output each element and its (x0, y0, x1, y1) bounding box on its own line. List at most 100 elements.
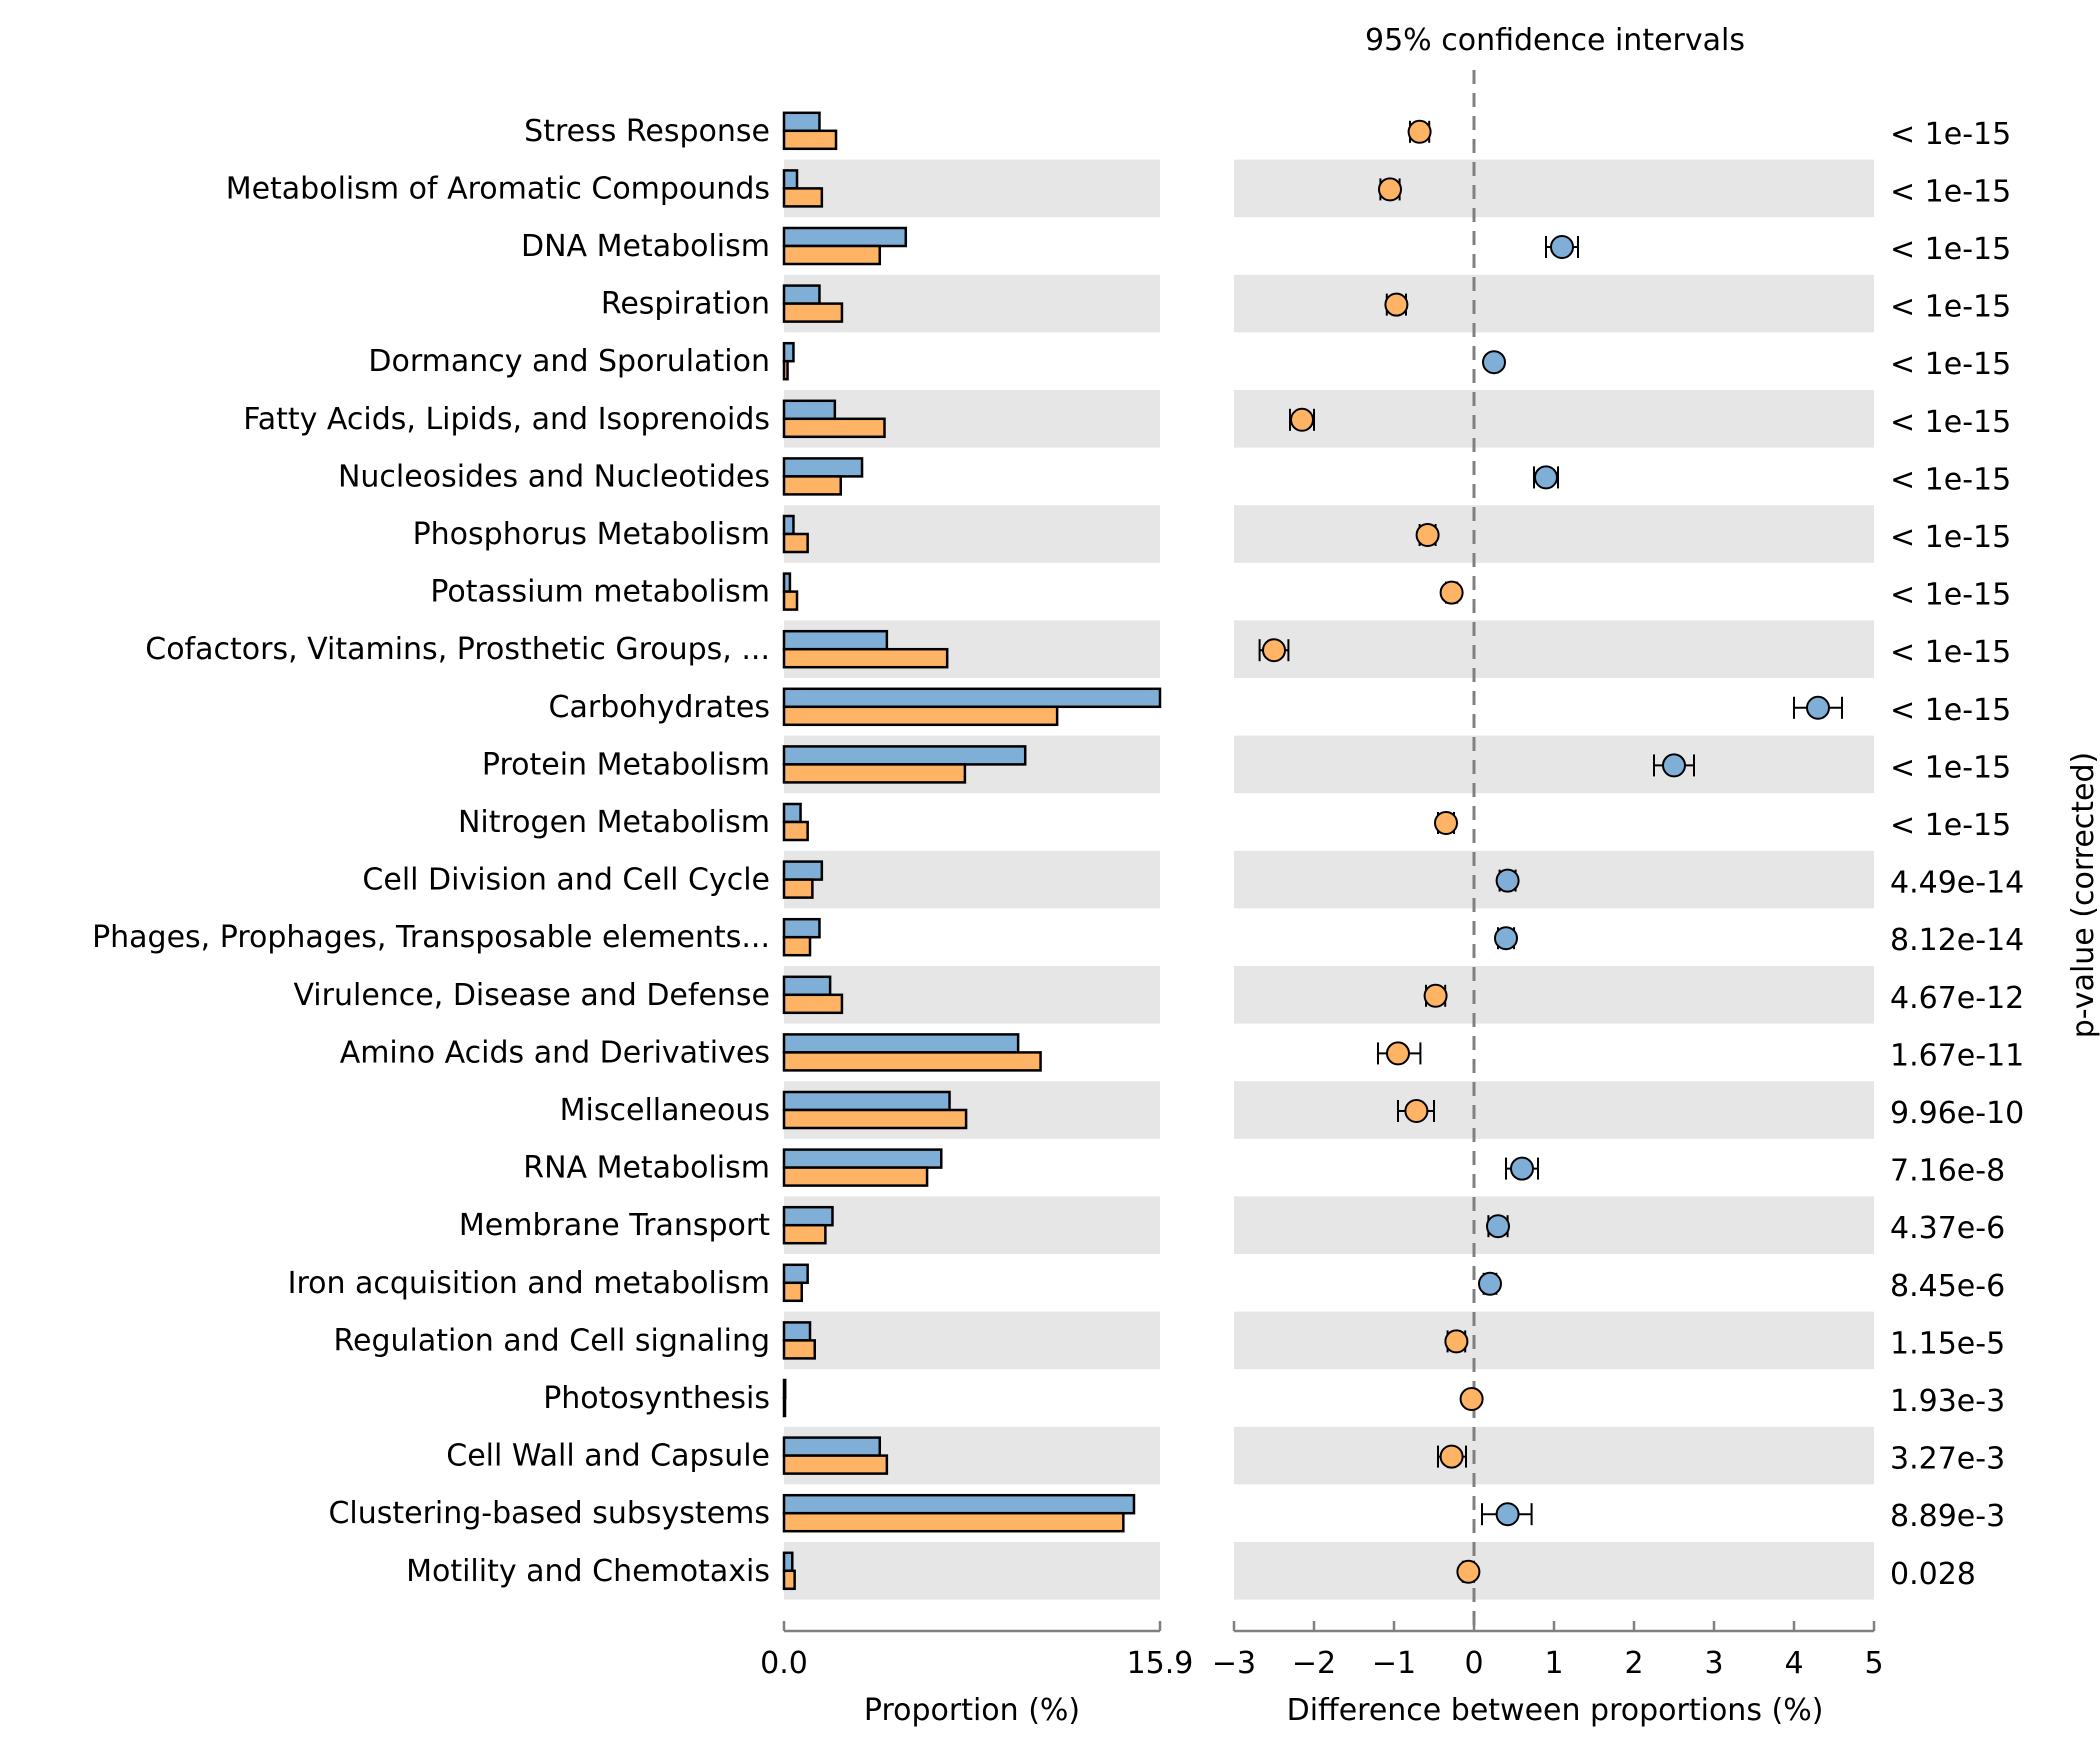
bar-series-2 (782, 1166, 929, 1187)
bar-series-1 (782, 1033, 1020, 1054)
p-value: < 1e-15 (1890, 462, 2011, 497)
category-label: Metabolism of Aromatic Compounds (226, 171, 770, 206)
bar-series-2 (782, 1339, 816, 1360)
left-row-shade (784, 159, 1160, 218)
difference-point (1407, 119, 1432, 144)
category-label: Protein Metabolism (482, 747, 770, 782)
difference-point (1444, 1329, 1469, 1354)
category-label: Virulence, Disease and Defense (293, 978, 770, 1013)
p-value: 4.67e-12 (1890, 981, 2024, 1016)
bar-series-1 (782, 1205, 834, 1227)
bar-series-1 (782, 1148, 943, 1169)
left-row-shade (784, 966, 1160, 1024)
p-value: < 1e-15 (1890, 405, 2011, 440)
difference-tick-label: −2 (1292, 1646, 1336, 1681)
bar-series-2 (782, 302, 844, 323)
bar-series-1 (782, 111, 821, 133)
proportion-axis-label: Proportion (%) (864, 1693, 1080, 1728)
right-row-shade (1234, 735, 1874, 794)
category-label: Iron acquisition and metabolism (288, 1266, 770, 1301)
category-label: Nitrogen Metabolism (458, 805, 770, 840)
bar-series-2 (782, 878, 814, 899)
right-row-shade (1234, 159, 1874, 218)
p-value: 8.89e-3 (1890, 1499, 2005, 1534)
difference-point (1404, 1099, 1429, 1123)
difference-point (1384, 292, 1409, 317)
bar-series-2 (782, 705, 1059, 727)
proportion-axis: 0.0 15.9 (760, 1621, 1193, 1681)
p-value: < 1e-15 (1890, 635, 2011, 670)
bar-series-2 (782, 1569, 796, 1591)
p-value: 9.96e-10 (1890, 1096, 2024, 1131)
p-value: < 1e-15 (1890, 750, 2011, 785)
difference-point (1494, 926, 1518, 951)
proportion-tick-label: 15.9 (1127, 1646, 1194, 1681)
category-label: RNA Metabolism (523, 1151, 770, 1186)
bar-series-2 (782, 359, 789, 381)
p-value: 4.37e-6 (1890, 1211, 2005, 1246)
category-label: Dormancy and Sporulation (368, 344, 770, 379)
difference-tick-label: 1 (1544, 1646, 1563, 1681)
left-row-shade (784, 1311, 1160, 1370)
bar-series-1 (782, 399, 837, 421)
row-shading (784, 159, 1874, 1600)
right-row-shade (1234, 1196, 1874, 1254)
category-label: Cofactors, Vitamins, Prosthetic Groups, … (145, 632, 770, 667)
bar-series-1 (782, 1436, 882, 1457)
p-value: 3.27e-3 (1890, 1442, 2005, 1477)
p-value: 8.45e-6 (1890, 1269, 2005, 1304)
p-value-labels: < 1e-15 < 1e-15 < 1e-15 < 1e-15 < 1e-15 < 1e-… (1890, 117, 2024, 1592)
bar-series-2 (782, 1051, 1042, 1072)
bar-series-1 (782, 341, 795, 363)
right-row-shade (1234, 390, 1874, 448)
difference-point (1550, 235, 1574, 259)
p-value: < 1e-15 (1890, 232, 2011, 267)
category-label: Regulation and Cell signaling (334, 1323, 770, 1358)
difference-point (1378, 177, 1402, 202)
difference-tick-label: 5 (1864, 1646, 1883, 1681)
p-value: < 1e-15 (1890, 578, 2011, 613)
difference-axis: −3 −2 −1 0 1 2 3 4 5 (1212, 1621, 1884, 1681)
bar-series-1 (782, 1263, 809, 1285)
bar-series-1 (782, 226, 908, 248)
bar-series-1 (782, 572, 792, 593)
category-label: DNA Metabolism (521, 229, 770, 264)
difference-point (1439, 1444, 1464, 1469)
category-label: Carbohydrates (549, 690, 770, 725)
p-value: < 1e-15 (1890, 520, 2011, 555)
difference-point (1262, 638, 1286, 663)
bar-series-1 (782, 687, 1162, 709)
bar-series-1 (782, 457, 864, 478)
difference-point (1415, 523, 1440, 547)
category-label: Miscellaneous (560, 1093, 770, 1128)
right-row-shade (1234, 1426, 1874, 1485)
category-label: Photosynthesis (543, 1381, 770, 1416)
bar-series-2 (782, 1511, 1125, 1533)
bar-series-2 (782, 993, 844, 1015)
difference-point (1486, 1214, 1510, 1239)
p-value: < 1e-15 (1890, 290, 2011, 325)
bar-series-2 (782, 417, 886, 439)
p-value: 1.67e-11 (1890, 1038, 2024, 1073)
difference-point (1290, 407, 1314, 432)
p-value: < 1e-15 (1890, 693, 2011, 728)
bar-series-1 (782, 514, 795, 536)
p-value: < 1e-15 (1890, 117, 2011, 152)
left-row-shade (784, 505, 1160, 563)
category-label: Amino Acids and Derivatives (340, 1035, 770, 1070)
right-row-shade (1234, 1311, 1874, 1370)
bar-series-1 (782, 629, 889, 651)
difference-point (1482, 350, 1506, 375)
bar-series-1 (782, 284, 821, 305)
category-label: Cell Wall and Capsule (446, 1439, 770, 1474)
category-label: Nucleosides and Nucleotides (338, 459, 770, 494)
bar-series-1 (782, 802, 802, 824)
left-row-shade (784, 274, 1160, 333)
bar-series-2 (782, 1396, 787, 1418)
difference-point (1439, 580, 1464, 605)
bar-series-2 (782, 935, 812, 957)
difference-point (1662, 753, 1686, 778)
difference-point (1510, 1156, 1534, 1181)
bar-series-2 (782, 475, 843, 496)
